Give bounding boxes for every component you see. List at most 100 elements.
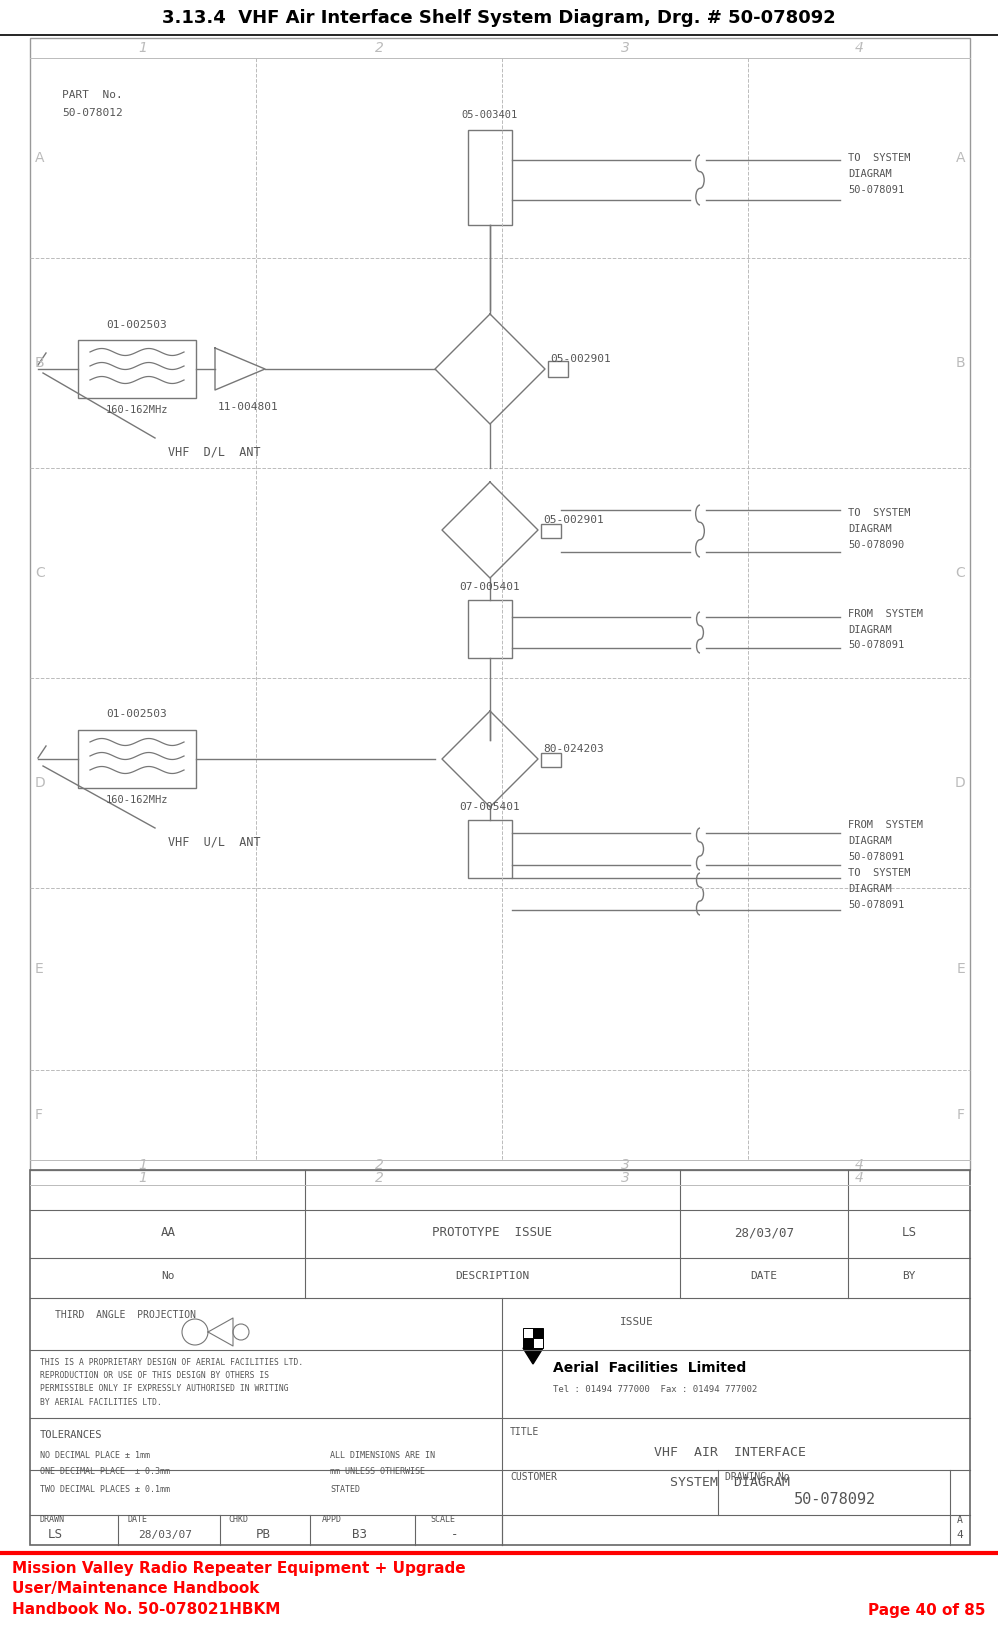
Text: C: C (35, 566, 45, 579)
Text: DIAGRAM: DIAGRAM (848, 625, 892, 635)
Bar (30, 38, 970, 1170)
Text: FROM  SYSTEM: FROM SYSTEM (848, 820, 923, 830)
Text: VHF  U/L  ANT: VHF U/L ANT (168, 835, 260, 848)
Bar (78, 730, 196, 787)
Bar (523, 1337, 533, 1347)
Text: 07-005401: 07-005401 (460, 583, 520, 593)
Text: 05-002901: 05-002901 (550, 354, 611, 363)
Text: 11-004801: 11-004801 (218, 403, 278, 413)
Text: 2: 2 (374, 1170, 383, 1185)
Text: Aerial  Facilities  Limited: Aerial Facilities Limited (553, 1360, 747, 1375)
Text: 50-078091: 50-078091 (848, 640, 904, 650)
Text: B3: B3 (352, 1529, 367, 1542)
Text: SYSTEM  DIAGRAM: SYSTEM DIAGRAM (670, 1475, 790, 1488)
Text: VHF  D/L  ANT: VHF D/L ANT (168, 445, 260, 458)
Text: DIAGRAM: DIAGRAM (848, 169, 892, 178)
Text: BY: BY (902, 1270, 916, 1282)
Text: 80-024203: 80-024203 (543, 743, 604, 755)
Text: 3.13.4  VHF Air Interface Shelf System Diagram, Drg. # 50-078092: 3.13.4 VHF Air Interface Shelf System Di… (162, 8, 836, 26)
Text: CHKD: CHKD (228, 1516, 248, 1524)
Text: 50-078090: 50-078090 (848, 540, 904, 550)
Text: TO  SYSTEM: TO SYSTEM (848, 507, 910, 517)
Text: AA: AA (161, 1226, 176, 1239)
Text: 4: 4 (957, 1531, 963, 1540)
Text: 3: 3 (621, 1170, 630, 1185)
Text: 1: 1 (139, 41, 148, 56)
Text: APPD: APPD (322, 1516, 342, 1524)
Text: DIAGRAM: DIAGRAM (848, 524, 892, 534)
Text: Mission Valley Radio Repeater Equipment + Upgrade: Mission Valley Radio Repeater Equipment … (12, 1560, 466, 1575)
Text: -: - (451, 1529, 459, 1542)
Text: 3: 3 (621, 41, 630, 56)
Text: TO  SYSTEM: TO SYSTEM (848, 868, 910, 877)
Text: SCALE: SCALE (430, 1516, 455, 1524)
Text: F: F (957, 1108, 965, 1121)
Text: 4: 4 (854, 41, 863, 56)
Bar (533, 1337, 543, 1347)
Text: Handbook No. 50-078021HBKM: Handbook No. 50-078021HBKM (12, 1603, 280, 1617)
Text: 01-002503: 01-002503 (107, 709, 168, 719)
Text: 28/03/07: 28/03/07 (138, 1531, 192, 1540)
Text: E: E (956, 963, 965, 976)
Text: Page 40 of 85: Page 40 of 85 (868, 1603, 986, 1617)
Text: ISSUE: ISSUE (620, 1318, 654, 1328)
Text: 1: 1 (139, 1170, 148, 1185)
Text: DIAGRAM: DIAGRAM (848, 837, 892, 846)
Text: 07-005401: 07-005401 (460, 802, 520, 812)
Text: FROM  SYSTEM: FROM SYSTEM (848, 609, 923, 619)
Polygon shape (523, 1347, 543, 1364)
Text: LS: LS (901, 1226, 916, 1239)
Text: 4: 4 (854, 1170, 863, 1185)
Text: 160-162MHz: 160-162MHz (106, 404, 169, 416)
Text: 50-078091: 50-078091 (848, 185, 904, 195)
Text: User/Maintenance Handbook: User/Maintenance Handbook (12, 1580, 259, 1596)
Text: 05-002901: 05-002901 (543, 516, 604, 525)
Text: DIAGRAM: DIAGRAM (848, 884, 892, 894)
Text: 50-078091: 50-078091 (848, 900, 904, 910)
Text: STATED: STATED (330, 1485, 360, 1493)
Bar (468, 129, 512, 224)
Text: A: A (35, 151, 45, 165)
Text: NO DECIMAL PLACE ± 1mm: NO DECIMAL PLACE ± 1mm (40, 1450, 150, 1460)
Text: B: B (955, 355, 965, 370)
Text: DRAWN: DRAWN (40, 1516, 65, 1524)
Text: CUSTOMER: CUSTOMER (510, 1472, 557, 1481)
Text: 2: 2 (374, 1157, 383, 1172)
Text: LS: LS (48, 1529, 63, 1542)
Text: C: C (955, 566, 965, 579)
Text: 50-078092: 50-078092 (794, 1493, 876, 1508)
Text: 3: 3 (621, 1157, 630, 1172)
Text: DATE: DATE (128, 1516, 148, 1524)
Text: 50-078012: 50-078012 (62, 108, 123, 118)
Text: mm UNLESS OTHERWISE: mm UNLESS OTHERWISE (330, 1467, 425, 1477)
Text: 2: 2 (374, 41, 383, 56)
Text: TITLE: TITLE (510, 1427, 539, 1437)
Text: No: No (162, 1270, 175, 1282)
Text: 05-003401: 05-003401 (462, 110, 518, 120)
Text: TOLERANCES: TOLERANCES (40, 1431, 103, 1441)
Text: ALL DIMENSIONS ARE IN: ALL DIMENSIONS ARE IN (330, 1450, 435, 1460)
Bar (533, 1328, 543, 1337)
Bar (541, 753, 561, 768)
Text: 160-162MHz: 160-162MHz (106, 796, 169, 805)
Bar (468, 601, 512, 658)
Bar (523, 1328, 533, 1337)
Text: ONE DECIMAL PLACE  ± 0.3mm: ONE DECIMAL PLACE ± 0.3mm (40, 1467, 170, 1477)
Text: PROTOTYPE  ISSUE: PROTOTYPE ISSUE (432, 1226, 552, 1239)
Text: 28/03/07: 28/03/07 (734, 1226, 794, 1239)
Text: E: E (35, 963, 44, 976)
Text: THIS IS A PROPRIETARY DESIGN OF AERIAL FACILITIES LTD.
REPRODUCTION OR USE OF TH: THIS IS A PROPRIETARY DESIGN OF AERIAL F… (40, 1359, 303, 1406)
Text: D: D (35, 776, 46, 791)
Text: B: B (35, 355, 45, 370)
Text: 1: 1 (139, 1157, 148, 1172)
Text: D: D (954, 776, 965, 791)
Text: F: F (35, 1108, 43, 1121)
Text: TO  SYSTEM: TO SYSTEM (848, 152, 910, 164)
Bar (541, 524, 561, 539)
Text: 01-002503: 01-002503 (107, 319, 168, 331)
Text: DATE: DATE (750, 1270, 777, 1282)
Bar (548, 362, 568, 377)
Bar (78, 340, 196, 398)
Text: DESCRIPTION: DESCRIPTION (455, 1270, 529, 1282)
Text: VHF  AIR  INTERFACE: VHF AIR INTERFACE (654, 1447, 806, 1460)
